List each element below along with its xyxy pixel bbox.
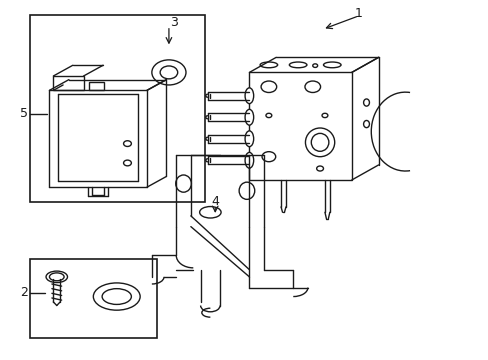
Ellipse shape bbox=[239, 182, 254, 199]
Text: 2: 2 bbox=[20, 287, 28, 300]
Text: 3: 3 bbox=[169, 16, 177, 29]
Circle shape bbox=[152, 60, 185, 85]
Circle shape bbox=[316, 166, 323, 171]
Ellipse shape bbox=[260, 62, 277, 68]
Ellipse shape bbox=[244, 152, 253, 168]
Text: 4: 4 bbox=[211, 195, 219, 208]
Ellipse shape bbox=[244, 131, 253, 147]
Ellipse shape bbox=[363, 99, 369, 106]
Ellipse shape bbox=[244, 88, 253, 104]
Ellipse shape bbox=[49, 273, 64, 281]
Ellipse shape bbox=[199, 207, 221, 218]
Ellipse shape bbox=[363, 121, 369, 128]
Ellipse shape bbox=[311, 134, 328, 151]
Circle shape bbox=[265, 113, 271, 118]
Circle shape bbox=[261, 81, 276, 93]
Bar bbox=[89, 82, 104, 90]
Bar bbox=[53, 76, 83, 90]
Text: 1: 1 bbox=[354, 7, 362, 20]
Ellipse shape bbox=[93, 283, 140, 310]
Circle shape bbox=[123, 160, 131, 166]
Text: 5: 5 bbox=[20, 107, 28, 120]
Circle shape bbox=[160, 66, 177, 79]
Circle shape bbox=[123, 141, 131, 147]
Ellipse shape bbox=[244, 109, 253, 125]
Bar bbox=[30, 259, 157, 338]
Ellipse shape bbox=[323, 62, 340, 68]
Bar bbox=[249, 72, 351, 180]
Ellipse shape bbox=[289, 62, 306, 68]
Ellipse shape bbox=[102, 289, 131, 305]
Ellipse shape bbox=[305, 128, 334, 157]
Circle shape bbox=[312, 64, 317, 67]
Circle shape bbox=[262, 152, 275, 162]
Circle shape bbox=[322, 113, 327, 118]
Ellipse shape bbox=[46, 271, 67, 283]
Ellipse shape bbox=[175, 175, 191, 192]
Bar bbox=[30, 15, 205, 202]
Circle shape bbox=[305, 81, 320, 93]
